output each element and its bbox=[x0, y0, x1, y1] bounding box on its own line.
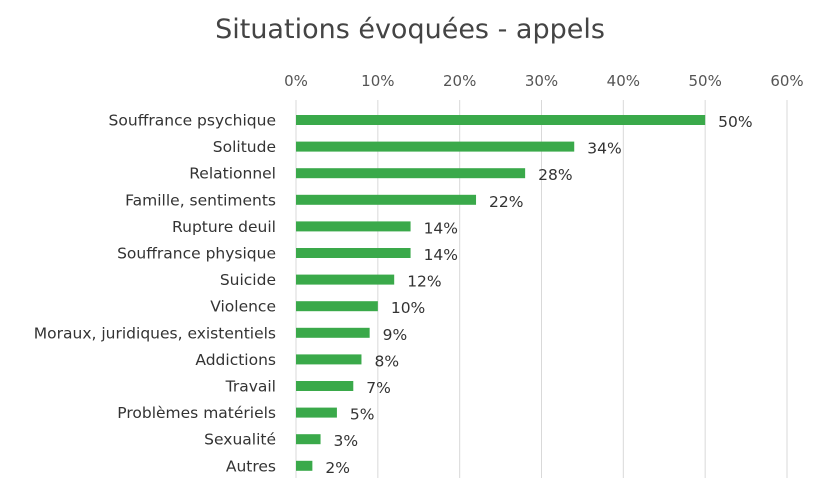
category-label-3: Famille, sentiments bbox=[125, 191, 276, 209]
value-label-8: 9% bbox=[383, 326, 408, 344]
value-label-4: 14% bbox=[424, 219, 458, 237]
x-tick-label-4: 40% bbox=[607, 72, 640, 90]
value-label-6: 12% bbox=[407, 273, 441, 291]
value-label-13: 2% bbox=[325, 459, 350, 477]
value-label-7: 10% bbox=[391, 299, 425, 317]
bar-1 bbox=[296, 141, 575, 152]
category-label-10: Travail bbox=[225, 378, 276, 396]
bar-3 bbox=[296, 194, 477, 205]
bar-11 bbox=[296, 407, 337, 418]
category-label-6: Suicide bbox=[220, 271, 276, 289]
x-tick-label-6: 60% bbox=[770, 72, 803, 90]
value-label-12: 3% bbox=[334, 432, 359, 450]
x-tick-label-1: 10% bbox=[361, 72, 394, 90]
value-label-2: 28% bbox=[538, 166, 572, 184]
value-label-3: 22% bbox=[489, 193, 523, 211]
value-label-1: 34% bbox=[587, 140, 621, 158]
bar-12 bbox=[296, 434, 321, 445]
category-label-0: Souffrance psychique bbox=[109, 112, 276, 130]
category-label-13: Autres bbox=[226, 457, 276, 475]
x-tick-label-0: 0% bbox=[284, 72, 308, 90]
bar-7 bbox=[296, 301, 378, 312]
chart-title: Situations évoquées - appels bbox=[215, 14, 605, 45]
x-tick-label-2: 20% bbox=[443, 72, 476, 90]
category-label-8: Moraux, juridiques, existentiels bbox=[34, 324, 276, 342]
category-label-2: Relationnel bbox=[189, 165, 276, 183]
x-tick-label-3: 30% bbox=[525, 72, 558, 90]
bar-13 bbox=[296, 460, 313, 471]
category-label-7: Violence bbox=[210, 298, 276, 316]
value-label-11: 5% bbox=[350, 406, 375, 424]
category-label-4: Rupture deuil bbox=[172, 218, 276, 236]
value-label-9: 8% bbox=[374, 352, 399, 370]
value-label-0: 50% bbox=[718, 113, 752, 131]
bar-5 bbox=[296, 248, 411, 258]
bar-8 bbox=[296, 327, 370, 338]
category-label-5: Souffrance physique bbox=[117, 245, 276, 263]
bar-2 bbox=[296, 168, 526, 179]
value-label-10: 7% bbox=[366, 379, 391, 397]
bar-6 bbox=[296, 274, 395, 285]
category-label-9: Addictions bbox=[195, 351, 276, 369]
category-label-1: Solitude bbox=[213, 138, 276, 156]
category-label-11: Problèmes matériels bbox=[117, 404, 276, 422]
bar-4 bbox=[296, 221, 411, 232]
bar-0 bbox=[296, 115, 706, 125]
value-label-5: 14% bbox=[424, 246, 458, 264]
category-label-12: Sexualité bbox=[204, 431, 276, 449]
bar-10 bbox=[296, 381, 354, 391]
x-tick-label-5: 50% bbox=[688, 72, 721, 90]
bar-9 bbox=[296, 354, 362, 365]
